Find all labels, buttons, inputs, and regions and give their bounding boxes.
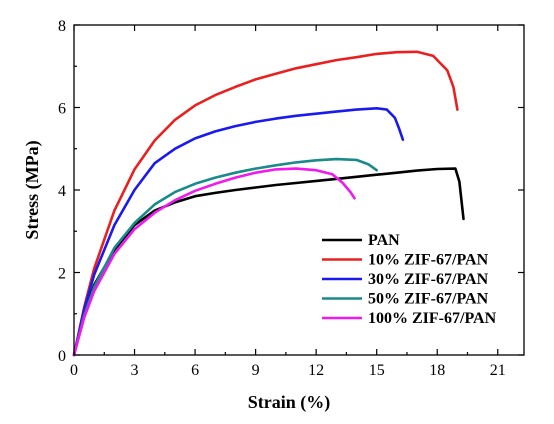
y-axis-title: Stress (MPa) <box>22 140 43 239</box>
x-tick-label-2: 6 <box>191 362 199 379</box>
legend-label-4: 100% ZIF-67/PAN <box>368 310 497 327</box>
y-tick-label-2: 4 <box>58 183 66 200</box>
x-tick-label-5: 15 <box>369 362 385 379</box>
x-tick-label-1: 3 <box>131 362 139 379</box>
legend-label-0: PAN <box>368 232 400 249</box>
series-line-1 <box>72 50 459 357</box>
y-tick-label-1: 2 <box>58 266 66 283</box>
legend: PAN 10% ZIF-67/PAN 30% ZIF-67/PAN 50% ZIF-6… <box>322 232 497 327</box>
legend-label-3: 50% ZIF-67/PAN <box>368 291 489 308</box>
x-tick-label-0: 0 <box>70 362 78 379</box>
series-line-2 <box>72 107 405 357</box>
x-tick-label-4: 12 <box>308 362 324 379</box>
series-line-4 <box>72 167 356 357</box>
x-tick-label-6: 18 <box>429 362 445 379</box>
y-tick-label-3: 6 <box>58 101 66 118</box>
x-tick-label-3: 9 <box>252 362 260 379</box>
legend-label-1: 10% ZIF-67/PAN <box>368 252 489 269</box>
y-tick-label-4: 8 <box>58 18 66 35</box>
y-tick-label-0: 0 <box>58 348 66 365</box>
x-tick-label-7: 21 <box>490 362 506 379</box>
x-axis-title: Strain (%) <box>248 392 331 413</box>
ticks: 0 3 6 9 12 15 18 21 0 2 4 6 8 <box>58 18 524 379</box>
series-line-3 <box>72 157 378 357</box>
plot-series <box>72 50 465 357</box>
legend-label-2: 30% ZIF-67/PAN <box>368 271 489 288</box>
series-line-0 <box>72 167 465 357</box>
